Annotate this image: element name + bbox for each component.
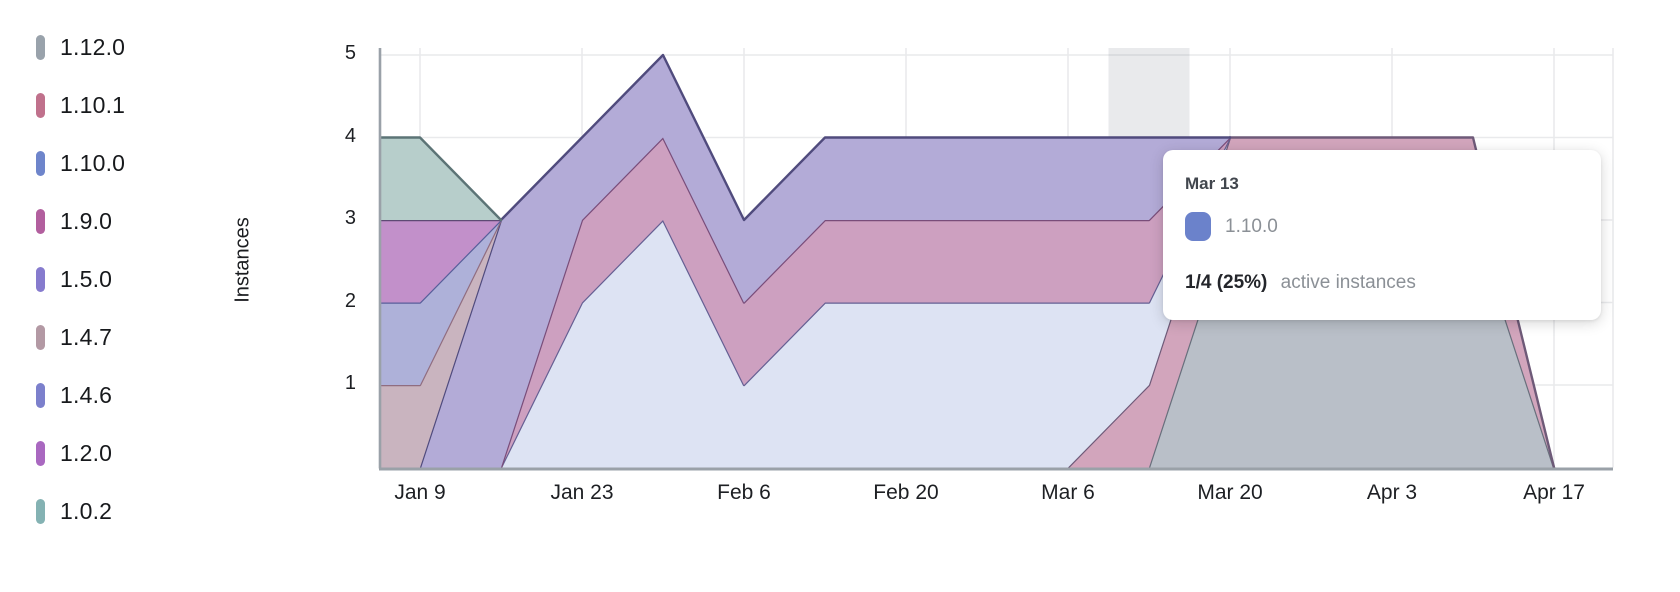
tooltip-series-label: 1.10.0 xyxy=(1225,215,1278,237)
legend-item-1.2.0[interactable]: 1.2.0 xyxy=(36,437,112,469)
legend-item-1.9.0[interactable]: 1.9.0 xyxy=(36,205,112,237)
legend-item-label: 1.4.6 xyxy=(60,381,113,408)
x-tick-label: Jan 23 xyxy=(550,481,614,504)
legend-item-label: 1.5.0 xyxy=(60,265,113,292)
tooltip-series-swatch xyxy=(1185,212,1211,241)
y-axis-title: Instances xyxy=(231,217,254,303)
legend-item-1.10.1[interactable]: 1.10.1 xyxy=(36,89,125,121)
legend-item-label: 1.12.0 xyxy=(60,33,126,60)
legend-swatch-icon xyxy=(36,150,45,176)
legend-item-1.10.0[interactable]: 1.10.0 xyxy=(36,147,125,179)
legend-item-label: 1.4.7 xyxy=(60,323,113,350)
legend-item-label: 1.9.0 xyxy=(60,207,113,234)
x-tick-label: Feb 6 xyxy=(717,481,771,504)
legend-item-label: 1.10.0 xyxy=(60,149,126,176)
y-tick-label: 4 xyxy=(344,124,356,147)
area-band-1.5.0 xyxy=(381,55,1554,468)
x-tick-label: Apr 17 xyxy=(1523,481,1585,504)
tooltip-date: Mar 13 xyxy=(1185,174,1239,193)
tooltip-value-suffix: active instances xyxy=(1280,272,1416,293)
area-topline-1.0.2 xyxy=(379,136,503,222)
y-tick-label: 5 xyxy=(344,42,356,64)
x-tick-label: Apr 3 xyxy=(1366,481,1418,504)
x-tick-label: Feb 20 xyxy=(873,481,939,504)
legend-swatch-icon xyxy=(36,266,45,292)
chart-tooltip: Mar 13 1.10.0 1/4 (25%) active instances xyxy=(1163,150,1601,320)
legend-swatch-icon xyxy=(36,208,45,234)
chart-legend: 1.12.0 1.10.1 1.10.0 1.9.0 1.5.0 1.4.7 1.4.6 1.… xyxy=(0,0,230,592)
x-tick-label: Mar 6 xyxy=(1041,481,1095,504)
legend-item-label: 1.10.1 xyxy=(60,91,126,118)
legend-item-1.12.0[interactable]: 1.12.0 xyxy=(36,31,125,63)
legend-swatch-icon xyxy=(36,440,45,466)
legend-swatch-icon xyxy=(36,34,45,60)
legend-item-1.4.7[interactable]: 1.4.7 xyxy=(36,321,112,353)
legend-item-label: 1.0.2 xyxy=(60,497,113,524)
legend-swatch-icon xyxy=(36,92,45,118)
legend-item-label: 1.2.0 xyxy=(60,439,113,466)
tooltip-series-row: 1.10.0 xyxy=(1185,212,1278,241)
legend-item-1.5.0[interactable]: 1.5.0 xyxy=(36,263,112,295)
area-band-1.9.0 xyxy=(381,137,1554,468)
y-tick-label: 3 xyxy=(344,207,356,229)
tooltip-stats: 1/4 (25%) active instances xyxy=(1185,272,1416,294)
legend-swatch-icon xyxy=(36,498,45,524)
tooltip-value: 1/4 (25%) xyxy=(1185,272,1268,293)
area-topline-1.5.0 xyxy=(418,53,1232,469)
legend-item-1.0.2[interactable]: 1.0.2 xyxy=(36,495,112,527)
legend-swatch-icon xyxy=(36,324,45,350)
x-tick-label: Mar 20 xyxy=(1197,481,1263,504)
legend-item-1.4.6[interactable]: 1.4.6 xyxy=(36,379,112,411)
y-tick-label: 2 xyxy=(344,289,356,312)
legend-swatch-icon xyxy=(36,382,45,408)
y-tick-label: 1 xyxy=(344,372,356,394)
x-tick-label: Jan 9 xyxy=(394,481,446,504)
